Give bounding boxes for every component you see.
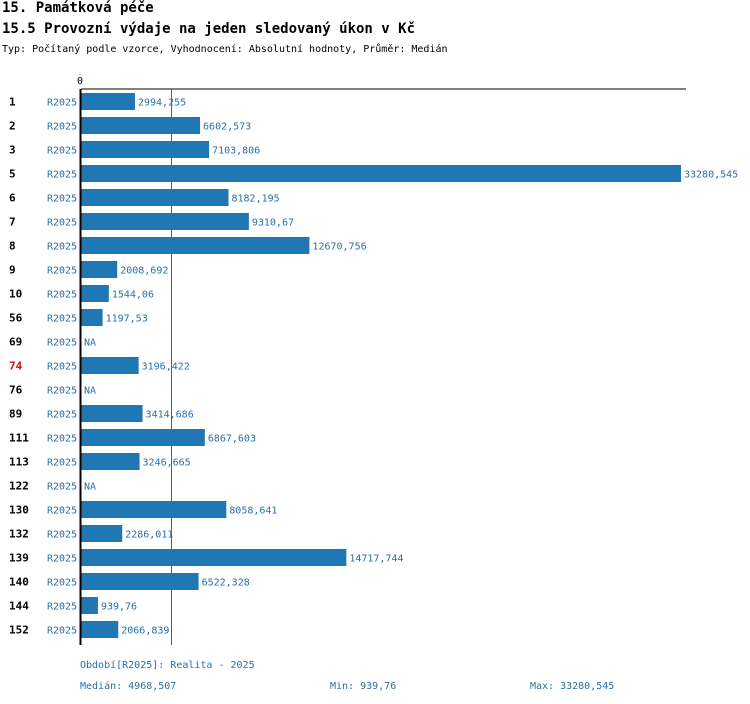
row-period: R2025 (47, 194, 77, 205)
bar-value-label: 9310,67 (252, 218, 294, 229)
footer-min: Min: 939,76 (330, 681, 397, 692)
bar (81, 285, 109, 302)
row-label: 6 (9, 192, 16, 205)
bar (81, 573, 199, 590)
row-label: 8 (9, 240, 16, 253)
row-label: 132 (9, 528, 29, 541)
page-title: 15. Památková péče (2, 0, 154, 16)
bar-value-label: 1197,53 (106, 314, 148, 325)
bar (81, 453, 140, 470)
row-label: 1 (9, 96, 16, 109)
bar (81, 117, 201, 134)
bar (81, 213, 249, 230)
bar-value-label: 3414,686 (146, 410, 194, 421)
row-label: 3 (9, 144, 16, 157)
bar-value-label: 6602,573 (203, 122, 251, 133)
row-period: R2025 (47, 530, 77, 541)
row-label: 89 (9, 408, 22, 421)
bar-value-label: 2066,839 (121, 626, 169, 637)
bar-value-label: 12670,756 (312, 242, 366, 253)
row-label: 10 (9, 288, 22, 301)
bar (81, 309, 103, 326)
bar (81, 357, 139, 374)
row-label: 113 (9, 456, 29, 469)
row-period: R2025 (47, 458, 77, 469)
row-label: 7 (9, 216, 16, 229)
bar-value-label: 6867,603 (208, 434, 256, 445)
bar (81, 525, 123, 542)
bar-value-label: 2286,011 (125, 530, 173, 541)
bar-value-label: NA (84, 338, 96, 349)
bar-value-label: 2008,692 (120, 266, 168, 277)
row-period: R2025 (47, 482, 77, 493)
row-period: R2025 (47, 146, 77, 157)
bar (81, 621, 119, 638)
bar-value-label: 8182,195 (232, 194, 280, 205)
row-label: 56 (9, 312, 23, 325)
row-label: 140 (9, 576, 29, 589)
row-period: R2025 (47, 554, 77, 565)
row-label: 76 (9, 384, 23, 397)
row-label: 2 (9, 120, 16, 133)
row-period: R2025 (47, 314, 77, 325)
bar (81, 549, 347, 566)
bar (81, 261, 118, 278)
row-label: 111 (9, 432, 29, 445)
row-period: R2025 (47, 242, 77, 253)
bar (81, 93, 135, 110)
row-label: 152 (9, 624, 29, 637)
bar-value-label: 8058,641 (229, 506, 277, 517)
bar (81, 165, 681, 182)
row-period: R2025 (47, 362, 77, 373)
chart-subtitle: 15.5 Provozní výdaje na jeden sledovaný … (2, 21, 416, 37)
row-label: 74 (9, 360, 23, 373)
bar (81, 237, 310, 254)
row-period: R2025 (47, 626, 77, 637)
bar-value-label: NA (84, 386, 96, 397)
bar-value-label: 14717,744 (349, 554, 403, 565)
bar (81, 189, 229, 206)
x-axis-zero-label: 0 (77, 76, 83, 87)
row-period: R2025 (47, 122, 77, 133)
bar-value-label: 7103,806 (212, 146, 260, 157)
bar (81, 597, 98, 614)
row-label: 9 (9, 264, 16, 277)
bar (81, 501, 227, 518)
footer-period-note: Období[R2025]: Realita - 2025 (80, 660, 255, 671)
row-period: R2025 (47, 170, 77, 181)
row-label: 122 (9, 480, 29, 493)
row-period: R2025 (47, 602, 77, 613)
row-period: R2025 (47, 410, 77, 421)
row-period: R2025 (47, 386, 77, 397)
row-period: R2025 (47, 290, 77, 301)
bar-value-label: 3196,422 (142, 362, 190, 373)
bar-value-label: 939,76 (101, 602, 137, 613)
bar-value-label: 3246,665 (143, 458, 191, 469)
row-period: R2025 (47, 218, 77, 229)
bar-value-label: 33280,545 (684, 170, 738, 181)
footer-median: Medián: 4968,507 (80, 681, 177, 692)
row-label: 5 (9, 168, 16, 181)
row-label: 69 (9, 336, 22, 349)
chart-description: Typ: Počítaný podle vzorce, Vyhodnocení:… (2, 44, 448, 55)
bar (81, 405, 143, 422)
bar-value-label: NA (84, 482, 96, 493)
row-period: R2025 (47, 578, 77, 589)
row-period: R2025 (47, 266, 77, 277)
row-period: R2025 (47, 98, 77, 109)
row-label: 144 (9, 600, 29, 613)
bar (81, 141, 210, 158)
row-label: 130 (9, 504, 29, 517)
row-period: R2025 (47, 338, 77, 349)
row-period: R2025 (47, 434, 77, 445)
bar-value-label: 2994,255 (138, 98, 186, 109)
bar-value-label: 1544,06 (112, 290, 154, 301)
row-period: R2025 (47, 506, 77, 517)
bar-value-label: 6522,328 (202, 578, 250, 589)
footer-max: Max: 33280,545 (530, 681, 615, 692)
bar (81, 429, 205, 446)
row-label: 139 (9, 552, 29, 565)
